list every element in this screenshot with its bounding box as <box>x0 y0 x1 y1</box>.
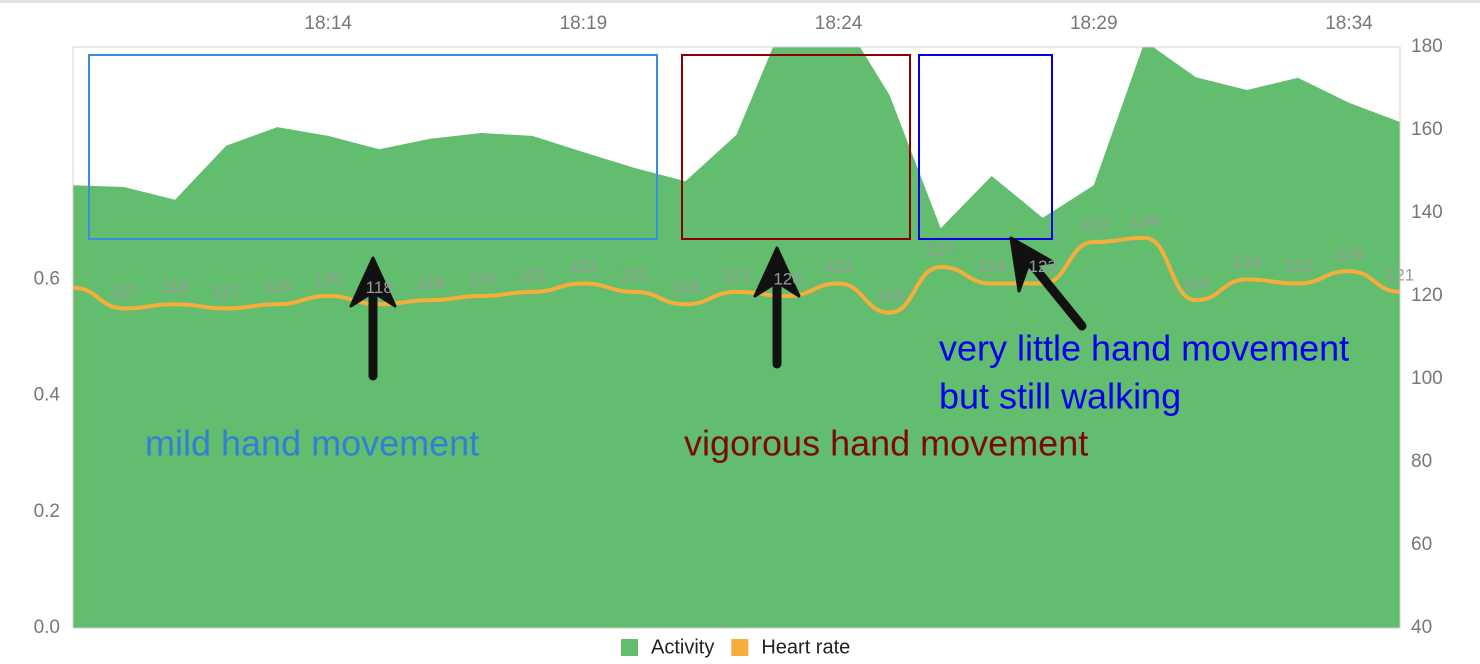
top-shadow <box>0 0 1480 3</box>
box <box>681 54 911 240</box>
annotation: vigorous hand movement <box>684 423 1088 464</box>
y2-tick-label: 180 <box>1411 36 1443 57</box>
y2-tick-label: 120 <box>1411 285 1443 306</box>
y2-tick-label: 140 <box>1411 202 1443 223</box>
data-label: 119 <box>417 274 444 293</box>
annotation-boxes <box>88 54 1053 240</box>
heart-rate-line <box>73 235 1400 315</box>
data-label: 123 <box>824 257 852 276</box>
annotation: but still walking <box>939 376 1181 417</box>
arrow-head <box>753 246 801 298</box>
data-label: 117 <box>213 282 240 301</box>
data-label: 123 <box>1284 257 1312 276</box>
x-tick-label: 18:34 <box>1325 13 1373 34</box>
data-label: 120 <box>467 269 495 288</box>
data-label: 123 <box>569 257 597 276</box>
legend-label: Heart rate <box>761 636 850 658</box>
y-tick-label: 0.6 <box>34 268 60 289</box>
plot-frame <box>72 46 1401 629</box>
data-label: 121 <box>722 265 750 284</box>
y-tick-label: 0.4 <box>34 385 61 406</box>
y2-tick-label: 80 <box>1411 451 1432 472</box>
arrow <box>1025 257 1087 331</box>
plot-area <box>73 47 1400 628</box>
data-label: 123 <box>978 257 1006 276</box>
x-tick-label: 18:19 <box>560 13 608 34</box>
arrow-head <box>1009 236 1055 293</box>
data-label: 121 <box>518 265 546 284</box>
arrows <box>349 236 1087 381</box>
data-label: 118 <box>264 278 291 297</box>
legend-swatch <box>731 639 749 656</box>
y2-tick-label: 60 <box>1411 534 1432 555</box>
legend-swatch <box>621 639 638 656</box>
data-label: 121 <box>620 265 648 284</box>
y2-tick-label: 100 <box>1411 368 1443 389</box>
box <box>918 54 1053 240</box>
data-label: 118 <box>366 278 393 297</box>
x-tick-label: 18:29 <box>1070 13 1118 34</box>
arrow-head <box>349 256 397 308</box>
data-label: 124 <box>1233 253 1261 272</box>
activity-area <box>73 47 1400 628</box>
data-label: 123 <box>1029 257 1057 276</box>
legend-label: Activity <box>651 636 714 658</box>
data-label: 117 <box>110 282 137 301</box>
data-label: 118 <box>162 278 189 297</box>
y2-tick-label: 160 <box>1411 119 1443 140</box>
data-label: 133 <box>1080 216 1108 235</box>
data-label: 118 <box>672 278 699 297</box>
plot-clip <box>73 47 1400 628</box>
y-tick-label: 0.0 <box>34 617 60 638</box>
data-label: 116 <box>876 286 903 305</box>
data-label: 126 <box>1335 245 1363 264</box>
data-label: 119 <box>1182 274 1209 293</box>
annotations: mild hand movement vigorous hand movement… <box>145 328 1349 464</box>
annotation: mild hand movement <box>145 423 479 464</box>
data-label: 120 <box>773 269 801 288</box>
annotation: very little hand movement <box>939 328 1349 369</box>
legend: Activity Heart rate <box>621 636 850 658</box>
x-tick-label: 18:24 <box>815 13 863 34</box>
y-tick-label: 0.2 <box>34 501 60 522</box>
data-label: 127 <box>926 240 954 259</box>
data-label: 120 <box>314 269 342 288</box>
y2-tick-label: 40 <box>1411 617 1432 638</box>
data-label: 121 <box>1386 265 1414 284</box>
x-tick-label: 18:14 <box>304 13 352 34</box>
box <box>88 54 658 240</box>
data-label: 134 <box>1131 211 1159 230</box>
